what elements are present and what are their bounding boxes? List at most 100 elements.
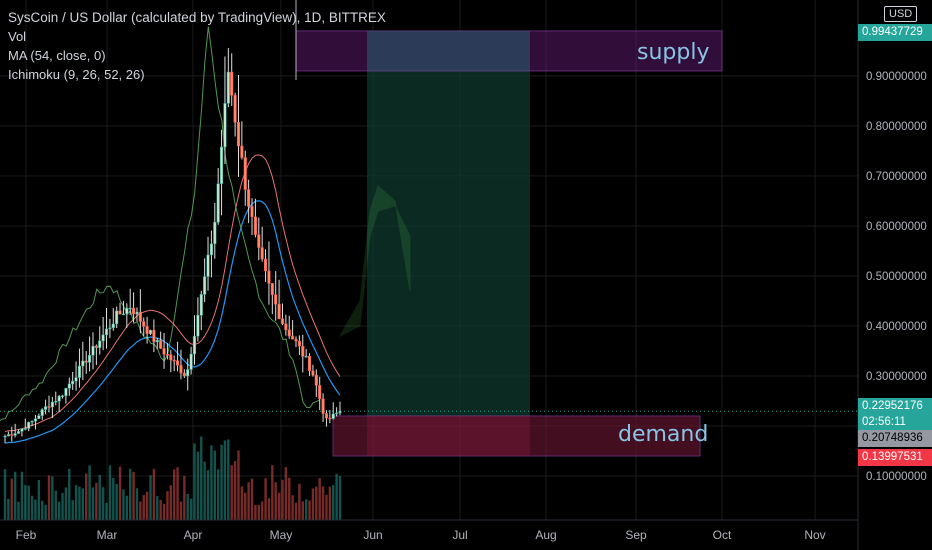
candle (280, 318, 285, 325)
candle (138, 311, 142, 322)
ichimoku-cloud (338, 185, 411, 338)
y-tick-label: 0.30000000 (866, 371, 927, 383)
currency-button[interactable]: USD (884, 6, 918, 22)
volume-bar (332, 485, 335, 520)
volume-bar (328, 486, 332, 520)
price-tag-current: 0.22952176 (858, 398, 932, 415)
candle (98, 340, 102, 348)
candle (64, 388, 68, 397)
volume-bar (145, 491, 149, 520)
volume-bar (24, 485, 27, 520)
candle (284, 323, 288, 331)
candle (13, 433, 17, 436)
volume-bar (41, 500, 44, 520)
candle (40, 409, 44, 416)
demand-zone (332, 415, 701, 457)
y-tick-label: 0.40000000 (866, 321, 927, 333)
volume-bar (68, 468, 71, 520)
candle (297, 340, 301, 347)
volume-bar (284, 467, 288, 520)
price-tag-ma: 0.20748936 (858, 430, 932, 447)
x-tick-label: Sep (625, 528, 647, 542)
candle (30, 420, 34, 423)
candle (331, 413, 335, 419)
volume-bar (294, 502, 298, 520)
volume-bar (44, 504, 47, 520)
candle (23, 428, 27, 430)
volume-bar (325, 494, 328, 520)
legend-vol[interactable]: Vol (8, 29, 27, 44)
candle (47, 406, 51, 408)
price-tag-countdown: 02:56:11 (858, 414, 932, 431)
candle (101, 334, 105, 342)
volume-bar (321, 486, 325, 520)
candle (60, 395, 65, 398)
x-tick-label: Nov (804, 528, 825, 542)
legend-ichimoku[interactable]: Ichimoku (9, 26, 52, 26) (8, 67, 145, 82)
candle (267, 270, 271, 284)
candle (145, 326, 149, 335)
volume-bar (227, 439, 230, 520)
candle (264, 258, 268, 272)
volume-bar (57, 501, 61, 520)
volume-bar (301, 501, 304, 520)
candle (220, 146, 224, 184)
volume-bar (210, 445, 213, 520)
volume-bar (139, 501, 142, 520)
volume-bar (244, 492, 247, 520)
volume-bar (271, 465, 274, 520)
candle (125, 307, 129, 315)
candle (71, 380, 75, 385)
volume-bar (216, 469, 220, 520)
candle (294, 338, 298, 342)
symbol-title[interactable]: SysCoin / US Dollar (calculated by Tradi… (8, 10, 386, 25)
volume-bar (183, 476, 186, 520)
zones-layer (295, 0, 723, 457)
volume-bar (264, 478, 267, 520)
volume-bar (88, 465, 91, 520)
target-demand-overlap (367, 415, 530, 456)
price-axis: 0.100000000.200000000.300000000.40000000… (857, 0, 927, 550)
volume-bar (85, 473, 88, 520)
y-tick-label: 0.80000000 (866, 121, 927, 133)
volume-bar (64, 487, 68, 520)
y-tick-label: 0.70000000 (866, 171, 927, 183)
candle (314, 374, 318, 386)
candle (33, 418, 38, 422)
volume-bar (176, 467, 179, 520)
candles-layer (3, 47, 342, 444)
candle (257, 234, 261, 248)
volume-bar (237, 450, 240, 520)
volume-bar (298, 483, 301, 520)
candle (20, 428, 24, 432)
volume-bar (91, 487, 95, 520)
y-tick-label: 0.50000000 (866, 271, 927, 283)
volume-bar (27, 485, 30, 520)
legend-ma[interactable]: MA (54, close, 0) (8, 48, 106, 63)
candle (250, 206, 254, 218)
candle (291, 335, 295, 340)
volume-bar (149, 475, 152, 520)
volume-bar (95, 482, 98, 520)
candle (91, 345, 95, 356)
volume-bars (3, 436, 342, 520)
candle (169, 354, 173, 361)
volume-bar (101, 487, 105, 520)
x-tick-label: Aug (535, 528, 556, 542)
volume-bar (74, 485, 78, 520)
volume-bar (122, 489, 125, 520)
volume-bar (10, 478, 13, 520)
volume-bar (71, 500, 74, 520)
candle (301, 345, 305, 357)
candle (37, 415, 41, 419)
volume-bar (277, 492, 281, 520)
candle (81, 360, 85, 367)
candle (240, 145, 244, 158)
candle (128, 307, 132, 310)
x-tick-label: Jun (363, 528, 382, 542)
price-tag-lower: 0.13997531 (858, 449, 932, 466)
volume-bar (132, 471, 135, 520)
candle (77, 365, 81, 378)
candle (182, 372, 186, 377)
